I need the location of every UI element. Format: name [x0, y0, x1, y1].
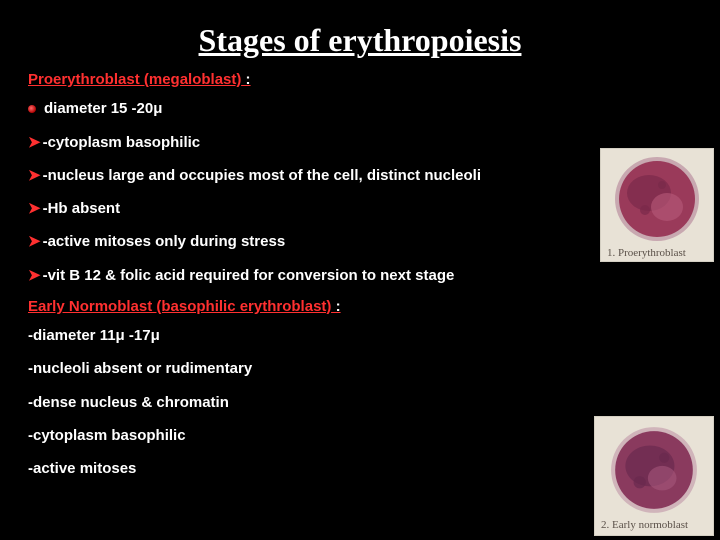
arrow-icon: ➤: [28, 267, 41, 284]
early-normoblast-caption: 2. Early normoblast: [595, 519, 713, 535]
proerythroblast-cell-icon: [607, 155, 707, 245]
slide-root: Stages of erythropoiesis Proerythroblast…: [0, 0, 720, 540]
section2-bullet-1: -diameter 11μ -17μ: [28, 319, 692, 352]
arrow-icon: ➤: [28, 200, 41, 217]
section1-heading: Proerythroblast (megaloblast) :: [28, 65, 692, 92]
section1-bullet-5-text: -active mitoses only during stress: [43, 233, 286, 250]
arrow-icon: ➤: [28, 233, 41, 250]
section1-bullet-6: ➤-vit B 12 & folic acid required for con…: [28, 259, 692, 292]
section1-colon: :: [241, 71, 250, 88]
section1-bullet-1: diameter 15 -20μ: [28, 92, 692, 125]
section2-colon: :: [331, 298, 340, 315]
cell-speck-2: [640, 205, 650, 215]
section2-bullet-4: -cytoplasm basophilic: [28, 419, 692, 452]
cell-speck-1: [659, 453, 669, 463]
proerythroblast-image: 1. Proerythroblast: [600, 148, 714, 262]
section2-bullet-3: -dense nucleus & chromatin: [28, 386, 692, 419]
arrow-icon: ➤: [28, 134, 41, 151]
section1-bullet-5: ➤-active mitoses only during stress: [28, 225, 692, 258]
proerythroblast-caption: 1. Proerythroblast: [601, 247, 713, 263]
section1-bullet-2: ➤-cytoplasm basophilic: [28, 126, 692, 159]
cell-light-patch: [648, 466, 677, 491]
section1-bullet-6-text: -vit B 12 & folic acid required for conv…: [43, 267, 455, 284]
arrow-icon: ➤: [28, 167, 41, 184]
early-normoblast-image: 2. Early normoblast: [594, 416, 714, 536]
section1-bullet-4-text: -Hb absent: [43, 200, 121, 217]
section2-heading-text: Early Normoblast (basophilic erythroblas…: [28, 298, 331, 315]
section2-bullet-2: -nucleoli absent or rudimentary: [28, 352, 692, 385]
section1-bullet-3: ➤-nucleus large and occupies most of the…: [28, 159, 692, 192]
slide-title: Stages of erythropoiesis: [0, 0, 720, 65]
section1-bullet-4: ➤-Hb absent: [28, 192, 692, 225]
section1-bullet-3-text: -nucleus large and occupies most of the …: [43, 167, 481, 184]
section2-heading: Early Normoblast (basophilic erythroblas…: [28, 292, 692, 319]
section1-heading-text: Proerythroblast (megaloblast): [28, 71, 241, 88]
section2-bullet-5: -active mitoses: [28, 452, 692, 485]
cell-speck-1: [658, 181, 666, 189]
cell-speck-2: [634, 476, 646, 488]
section1-bullet-2-text: -cytoplasm basophilic: [43, 134, 201, 151]
cell-light-patch: [651, 193, 683, 221]
early-normoblast-cell-icon: [602, 423, 706, 517]
